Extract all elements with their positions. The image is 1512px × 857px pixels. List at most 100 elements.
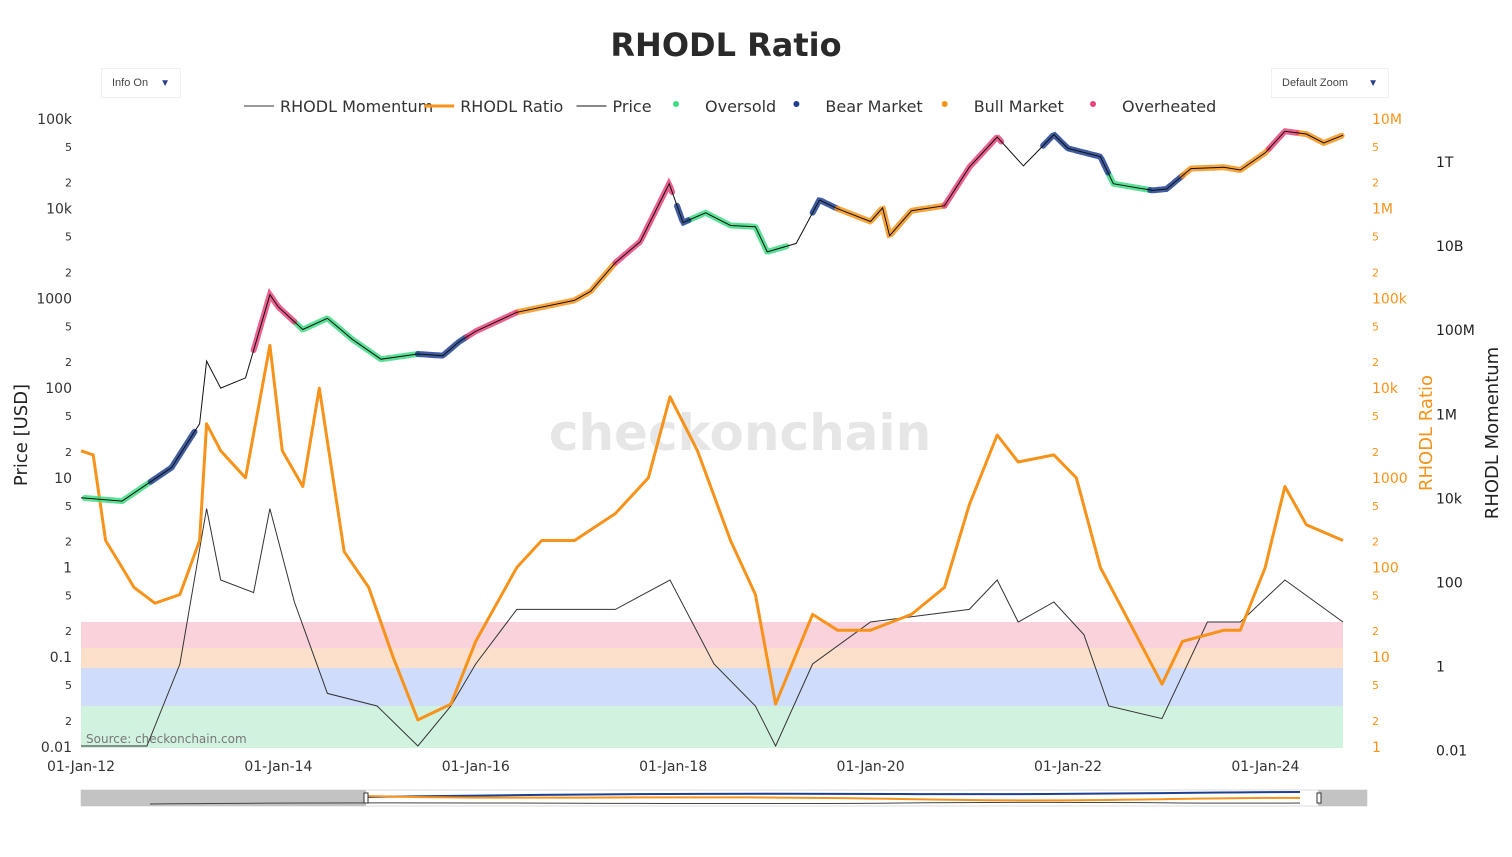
regime-marker-oversold bbox=[81, 479, 153, 505]
tick-label: 2 bbox=[1372, 446, 1379, 459]
series-layer bbox=[80, 128, 1345, 748]
tick-label: 10 bbox=[54, 471, 72, 487]
tick-label: 10M bbox=[1372, 112, 1402, 128]
regime-marker-bull-market bbox=[1179, 146, 1272, 179]
tick-label: 1000 bbox=[1372, 471, 1408, 487]
tick-label: 2 bbox=[65, 536, 72, 549]
momentum-axis-title: RHODL Momentum bbox=[1482, 347, 1503, 519]
tick-label: 2 bbox=[65, 446, 72, 459]
range-slider[interactable] bbox=[80, 789, 1368, 807]
tick-label: 5 bbox=[65, 589, 72, 602]
tick-label: 100k bbox=[1372, 291, 1408, 307]
tick-label: 2 bbox=[1372, 536, 1379, 549]
info-dropdown-label: Info On bbox=[112, 77, 149, 89]
info-dropdown[interactable]: Info On ▼ bbox=[101, 68, 181, 98]
tick-label: 1 bbox=[63, 561, 72, 577]
tick-label: 2 bbox=[1372, 177, 1379, 190]
slider-mini-price bbox=[365, 791, 1301, 798]
range-slider-handle-left[interactable] bbox=[363, 792, 369, 804]
legend-swatch bbox=[1090, 101, 1096, 107]
tick-label: 100 bbox=[1372, 561, 1399, 577]
regime-marker-bear-market bbox=[1147, 172, 1186, 194]
triangle-down-icon: ▼ bbox=[160, 77, 170, 89]
slider-mini-ratio bbox=[365, 795, 1301, 802]
regime-marker-oversold bbox=[1105, 171, 1153, 193]
tick-label: 01-Jan-20 bbox=[837, 759, 905, 775]
zoom-dropdown-label: Default Zoom bbox=[1282, 77, 1349, 89]
tick-label: 5 bbox=[65, 141, 72, 154]
legend-item: RHODL Momentum bbox=[244, 97, 433, 116]
chart-title: RHODL Ratio bbox=[610, 26, 842, 64]
tick-label: 100 bbox=[1436, 576, 1463, 592]
band-zone-2 bbox=[81, 668, 1343, 706]
regime-marker-bear-market bbox=[674, 202, 692, 227]
legend-item: RHODL Ratio bbox=[424, 97, 563, 116]
tick-label: 2 bbox=[1372, 356, 1379, 369]
tick-label: 2 bbox=[1372, 625, 1379, 638]
tick-label: 2 bbox=[65, 625, 72, 638]
tick-label: 1M bbox=[1372, 202, 1393, 218]
tick-label: 5 bbox=[65, 500, 72, 513]
tick-label: 1 bbox=[1372, 740, 1381, 756]
tick-label: 2 bbox=[65, 266, 72, 279]
legend-label: RHODL Ratio bbox=[460, 97, 563, 116]
band-zone-3 bbox=[81, 706, 1343, 748]
regime-marker-overheated bbox=[250, 287, 298, 354]
tick-label: 5 bbox=[1372, 320, 1379, 333]
tick-label: 5 bbox=[1372, 500, 1379, 513]
price-axis-title: Price [USD] bbox=[11, 384, 32, 486]
tick-label: 5 bbox=[65, 679, 72, 692]
tick-label: 100M bbox=[1436, 323, 1475, 339]
regime-marker-bull-market bbox=[513, 261, 618, 316]
tick-label: 01-Jan-12 bbox=[47, 759, 115, 775]
legend-label: RHODL Momentum bbox=[280, 97, 433, 116]
regime-marker-overheated bbox=[941, 134, 1005, 209]
source-note: Source: checkonchain.com bbox=[86, 732, 247, 746]
triangle-down-icon: ▼ bbox=[1368, 77, 1378, 89]
tick-label: 5 bbox=[65, 320, 72, 333]
tick-label: 5 bbox=[65, 231, 72, 244]
range-slider-mask-left bbox=[81, 790, 366, 806]
momentum-bands bbox=[81, 622, 1343, 748]
tick-label: 1 bbox=[1436, 660, 1445, 676]
tick-label: 01-Jan-22 bbox=[1034, 759, 1102, 775]
range-slider-mask-right bbox=[1318, 790, 1367, 806]
legend-item: Bull Market bbox=[941, 97, 1064, 116]
tick-label: 2 bbox=[1372, 266, 1379, 279]
regime-marker-bear-market bbox=[1040, 131, 1111, 176]
tick-label: 2 bbox=[65, 356, 72, 369]
tick-label: 1M bbox=[1436, 407, 1457, 423]
rhodl-ratio-axis-title: RHODL Ratio bbox=[1416, 375, 1437, 491]
zoom-dropdown[interactable]: Default Zoom ▼ bbox=[1271, 68, 1389, 98]
tick-label: 0.01 bbox=[1436, 744, 1467, 760]
regime-marker-bear-market bbox=[147, 428, 198, 485]
tick-label: 01-Jan-14 bbox=[244, 759, 312, 775]
legend-label: Bear Market bbox=[825, 97, 922, 116]
legend: RHODL Momentum RHODL Ratio Price Oversold Be… bbox=[244, 97, 1216, 116]
legend-label: Price bbox=[613, 97, 652, 116]
tick-label: 10k bbox=[1436, 491, 1463, 507]
tick-label: 10k bbox=[46, 202, 73, 218]
tick-label: 2 bbox=[1372, 715, 1379, 728]
legend-item: Oversold bbox=[673, 97, 776, 116]
tick-label: 01-Jan-18 bbox=[639, 759, 707, 775]
tick-label: 100k bbox=[37, 112, 73, 128]
legend-item: Price bbox=[576, 97, 652, 116]
legend-item: Overheated bbox=[1090, 97, 1216, 116]
range-slider-handle-right[interactable] bbox=[1316, 792, 1322, 804]
regime-marker-oversold bbox=[686, 209, 790, 255]
tick-label: 10k bbox=[1372, 381, 1399, 397]
tick-label: 5 bbox=[1372, 231, 1379, 244]
tick-label: 5 bbox=[65, 410, 72, 423]
tick-label: 1000 bbox=[36, 291, 72, 307]
tick-label: 1T bbox=[1436, 155, 1454, 171]
watermark: checkonchain bbox=[549, 404, 931, 462]
tick-label: 2 bbox=[65, 715, 72, 728]
tick-label: 5 bbox=[1372, 679, 1379, 692]
regime-marker-bull-market bbox=[834, 202, 948, 239]
axis-ticks: 100k5210k521000521005210521520.1520.0110… bbox=[36, 112, 1474, 775]
band-zone-1 bbox=[81, 648, 1343, 668]
legend-label: Bull Market bbox=[974, 97, 1064, 116]
legend-swatch bbox=[673, 101, 679, 107]
